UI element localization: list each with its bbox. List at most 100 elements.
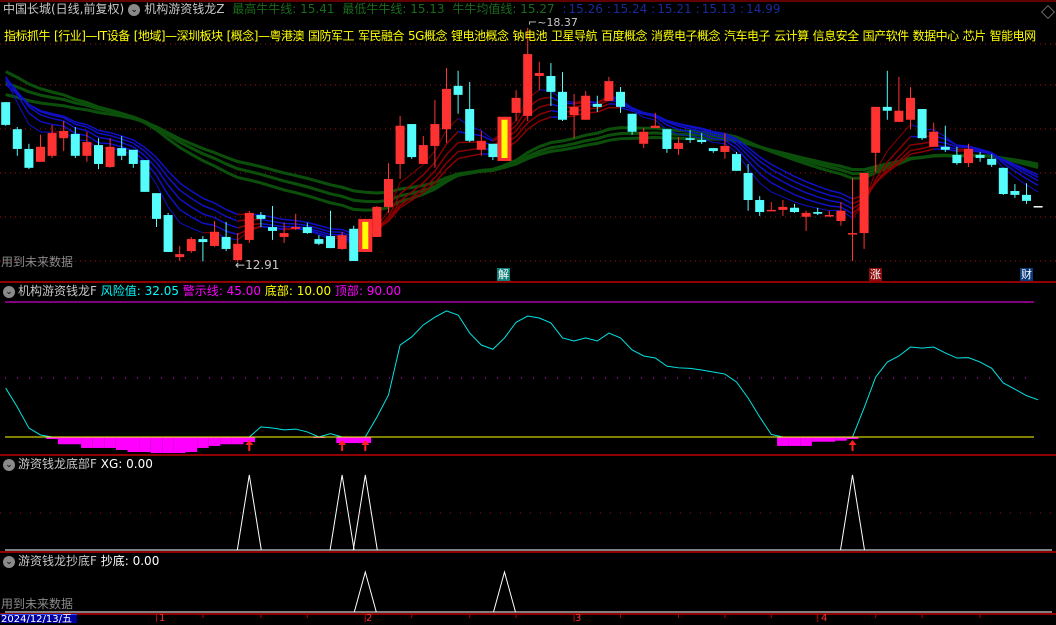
- panel1-title[interactable]: 机构游资钱龙F: [18, 284, 97, 298]
- candle-body: [952, 155, 961, 163]
- candle-body: [929, 132, 938, 147]
- ma-ribbon-segment: [180, 223, 192, 228]
- candle-body: [465, 109, 474, 141]
- candle-body: [94, 145, 103, 164]
- ma-ribbon-segment: [435, 144, 447, 162]
- chevron-down-icon[interactable]: ⌄: [3, 556, 15, 568]
- ma-ribbon-segment: [806, 199, 818, 203]
- ma-ribbon-segment: [806, 206, 818, 209]
- candle-body: [964, 149, 973, 163]
- risk-bottom-bar: [70, 437, 82, 444]
- risk-bottom-bar: [835, 437, 847, 441]
- ma-ribbon-segment: [203, 206, 215, 210]
- candle-body: [883, 107, 892, 111]
- concept-tag[interactable]: [行业]—IT设备: [54, 29, 130, 43]
- ma-ribbon-segment: [180, 210, 192, 217]
- ma-ribbon-segment: [458, 156, 470, 159]
- ma-ribbon-segment: [806, 187, 818, 191]
- ma-ribbon-segment: [1015, 171, 1027, 178]
- concept-tag[interactable]: 消费电子概念: [651, 29, 720, 43]
- candle-body: [303, 227, 312, 233]
- concept-tag[interactable]: 钠电池: [512, 29, 547, 43]
- candle-body: [546, 76, 555, 92]
- ma-ribbon-segment: [215, 203, 227, 210]
- risk-bottom-bar: [58, 437, 70, 444]
- concept-tag[interactable]: 汽车电子: [724, 29, 770, 43]
- panel3-title[interactable]: 游资钱龙抄底F: [18, 554, 97, 568]
- concept-tag[interactable]: 指标抓牛: [4, 29, 50, 43]
- ma-ribbon-segment: [818, 197, 830, 201]
- candle-body: [349, 229, 358, 261]
- ma-ribbon-segment: [191, 198, 203, 205]
- concept-tag[interactable]: [地域]—深圳板块: [134, 29, 223, 43]
- candle-body: [82, 142, 91, 156]
- chaodi-spike: [354, 572, 376, 612]
- candle-body: [419, 145, 428, 164]
- ma-ribbon-segment: [783, 182, 795, 188]
- risk-bottom-bar: [789, 437, 801, 446]
- concept-tag[interactable]: 信息安全: [813, 29, 859, 43]
- concept-tag[interactable]: 国防军工: [308, 29, 354, 43]
- ma-ribbon-segment: [806, 193, 818, 197]
- ma-ribbon-segment: [215, 218, 227, 224]
- candle-body: [291, 227, 300, 229]
- legend-high: 最高牛牛线: 15.41: [232, 2, 334, 16]
- ma-ribbon-segment: [52, 118, 64, 120]
- ma-ribbon-segment: [922, 149, 934, 152]
- ma-ribbon-segment: [818, 203, 830, 206]
- candle-body: [117, 148, 126, 156]
- warn-value: 警示线: 45.00: [183, 284, 261, 298]
- chaodi-spike: [494, 572, 516, 612]
- ma-ribbon-segment: [435, 155, 447, 171]
- ma-ribbon-segment: [829, 190, 841, 193]
- concept-tag[interactable]: 数据中心: [913, 29, 959, 43]
- top-value: 顶部: 90.00: [335, 284, 401, 298]
- ma-ribbon-segment: [783, 170, 795, 176]
- risk-bottom-bar: [232, 437, 244, 444]
- candle-body: [871, 107, 880, 153]
- ma-ribbon-segment: [748, 161, 760, 174]
- badge-cai[interactable]: 财: [1020, 268, 1033, 281]
- concept-tag[interactable]: [概念]—粤港澳: [227, 29, 304, 43]
- candle-body: [198, 239, 207, 242]
- ma-ribbon-segment: [783, 176, 795, 182]
- chevron-down-icon[interactable]: ⌄: [3, 286, 15, 298]
- xg-spike: [353, 475, 377, 550]
- candle-body: [604, 81, 613, 101]
- ma-ribbon-segment: [307, 222, 319, 225]
- ma-ribbon-segment: [539, 111, 551, 115]
- ma-ribbon-segment: [911, 152, 923, 154]
- ma-ribbon-segment: [818, 191, 830, 195]
- ma-ribbon-segment: [760, 157, 772, 165]
- panel1-header: ⌄机构游资钱龙F 风险值: 32.05 警示线: 45.00 底部: 10.00…: [3, 284, 401, 298]
- badge-zhang[interactable]: 涨: [869, 268, 882, 281]
- ma-ribbon-segment: [829, 195, 841, 198]
- concept-tag[interactable]: 智能电网: [990, 29, 1036, 43]
- high-price-marker: ⌐~18.37: [528, 17, 578, 29]
- chevron-down-icon[interactable]: ⌄: [128, 4, 140, 16]
- concept-tag[interactable]: 5G概念: [408, 29, 447, 43]
- candle-body: [210, 232, 219, 246]
- badge-jie[interactable]: 解: [497, 268, 510, 281]
- candle-body: [1010, 191, 1019, 195]
- ma-ribbon-segment: [17, 103, 29, 125]
- concept-tag[interactable]: 百度概念: [601, 29, 647, 43]
- concept-tag[interactable]: 芯片: [963, 29, 986, 43]
- chevron-down-icon[interactable]: ⌄: [3, 459, 15, 471]
- ma-ribbon-segment: [795, 202, 807, 206]
- legend-low: 最低牛牛线: 15.13: [342, 2, 444, 16]
- indicator-name[interactable]: 机构游资钱龙Z: [144, 2, 224, 16]
- concept-tag[interactable]: 卫星导航: [551, 29, 597, 43]
- candle-body: [802, 213, 811, 217]
- panel2-title[interactable]: 游资钱龙底部F: [18, 457, 97, 471]
- concept-tag[interactable]: 军民融合: [358, 29, 404, 43]
- ma-ribbon-segment: [771, 192, 783, 197]
- concept-tag[interactable]: 国产软件: [863, 29, 909, 43]
- candle-body: [976, 155, 985, 158]
- concept-tag[interactable]: 云计算: [774, 29, 809, 43]
- signal-stripe: [362, 222, 368, 249]
- ma-ribbon-segment: [157, 176, 169, 195]
- concept-tag[interactable]: 锂电池概念: [451, 29, 509, 43]
- ma-ribbon-segment: [713, 142, 725, 143]
